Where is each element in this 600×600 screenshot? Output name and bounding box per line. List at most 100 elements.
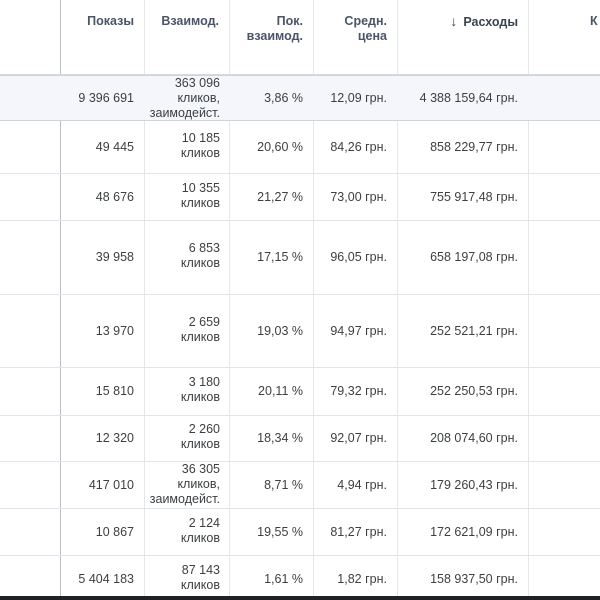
cell-interactions: 2 124 кликов xyxy=(144,516,229,546)
cell-avg_cost: 12,09 грн. xyxy=(330,91,387,105)
cell-avg_cost: 1,82 грн. xyxy=(337,572,387,586)
cell-rate: 19,55 % xyxy=(257,525,303,539)
column-header-next[interactable]: К xyxy=(528,0,600,74)
interactions-line: кликов, xyxy=(177,91,220,105)
interactions-line: кликов xyxy=(180,256,220,270)
interactions-line: 3 180 xyxy=(188,375,220,389)
column-divider xyxy=(397,0,398,600)
cell-cost: 252 250,53 грн. xyxy=(430,384,518,398)
cell-avg_cost: 94,97 грн. xyxy=(330,324,387,338)
interactions-line: кликов xyxy=(180,578,220,592)
interactions-line: 6 853 xyxy=(188,241,220,255)
cell-impressions: 13 970 xyxy=(95,324,134,338)
interactions-line: кликов xyxy=(180,330,220,344)
interactions-line: кликов xyxy=(180,146,220,160)
interactions-line: 2 260 xyxy=(188,422,220,436)
cell-impressions: 9 396 691 xyxy=(78,91,134,105)
cell-impressions: 10 867 xyxy=(95,525,134,539)
column-header-label: Средн. цена xyxy=(344,14,387,43)
column-header-label: Пок. взаимод. xyxy=(246,14,303,43)
screen-bottom-edge xyxy=(0,596,600,600)
column-header-label: Расходы xyxy=(463,15,518,29)
cell-rate: 21,27 % xyxy=(257,190,303,204)
cell-avg_cost: 73,00 грн. xyxy=(330,190,387,204)
cell-cost: 179 260,43 грн. xyxy=(430,478,518,492)
interactions-line: кликов xyxy=(180,196,220,210)
cell-interactions: 3 180 кликов xyxy=(144,375,229,405)
cell-impressions: 49 445 xyxy=(95,140,134,154)
table-row: 417 010 8,71 % 4,94 грн. 179 260,43 грн. 36 … xyxy=(0,462,600,509)
column-header-rate[interactable]: Пок. взаимод. xyxy=(229,0,313,74)
column-divider xyxy=(60,0,61,600)
cell-cost: 4 388 159,64 грн. xyxy=(419,91,518,105)
column-header-label: Показы xyxy=(87,14,134,28)
cell-interactions: 2 659 кликов xyxy=(144,315,229,345)
column-header-avg_cost[interactable]: Средн. цена xyxy=(313,0,397,74)
cell-interactions: 87 143 кликов xyxy=(144,563,229,593)
cell-rate: 1,61 % xyxy=(264,572,303,586)
table-row: 48 676 21,27 % 73,00 грн. 755 917,48 грн. 10… xyxy=(0,174,600,221)
cell-avg_cost: 92,07 грн. xyxy=(330,431,387,445)
cell-rate: 3,86 % xyxy=(264,91,303,105)
cell-rate: 17,15 % xyxy=(257,250,303,264)
interactions-line: кликов xyxy=(180,531,220,545)
arrow-down-icon: ↓ xyxy=(450,13,458,29)
cell-rate: 18,34 % xyxy=(257,431,303,445)
cell-interactions: 363 096 кликов, заимодейст. xyxy=(144,76,229,121)
column-header-cost[interactable]: ↓ Расходы xyxy=(397,0,528,74)
interactions-line: 2 659 xyxy=(188,315,220,329)
table-header: Показы Взаимод. Пок. взаимод. Средн. цена ↓ Р… xyxy=(0,0,600,75)
cell-rate: 20,60 % xyxy=(257,140,303,154)
cell-impressions: 48 676 xyxy=(95,190,134,204)
cell-impressions: 15 810 xyxy=(95,384,134,398)
table-row: 49 445 20,60 % 84,26 грн. 858 229,77 грн. 10… xyxy=(0,121,600,174)
column-divider xyxy=(528,0,529,600)
cell-impressions: 5 404 183 xyxy=(78,572,134,586)
cell-avg_cost: 96,05 грн. xyxy=(330,250,387,264)
interactions-line: 363 096 xyxy=(174,76,220,90)
column-divider xyxy=(313,0,314,600)
cell-avg_cost: 84,26 грн. xyxy=(330,140,387,154)
cell-avg_cost: 4,94 грн. xyxy=(337,478,387,492)
cell-interactions: 36 305 кликов, заимодейст. xyxy=(144,462,229,507)
cell-rate: 8,71 % xyxy=(264,478,303,492)
table-row: 39 958 17,15 % 96,05 грн. 658 197,08 грн. 6 … xyxy=(0,221,600,295)
cell-cost: 208 074,60 грн. xyxy=(430,431,518,445)
cell-cost: 252 521,21 грн. xyxy=(430,324,518,338)
interactions-line: заимодейст. xyxy=(149,492,220,506)
cell-impressions: 39 958 xyxy=(95,250,134,264)
interactions-line: 36 305 xyxy=(181,462,220,476)
table-row: 15 810 20,11 % 79,32 грн. 252 250,53 грн. 3 … xyxy=(0,368,600,416)
cell-cost: 158 937,50 грн. xyxy=(430,572,518,586)
interactions-line: 10 185 xyxy=(181,131,220,145)
interactions-line: кликов xyxy=(180,437,220,451)
interactions-line: 87 143 xyxy=(181,563,220,577)
column-header-impressions[interactable]: Показы xyxy=(60,0,144,74)
interactions-line: кликов xyxy=(180,390,220,404)
interactions-line: 2 124 xyxy=(188,516,220,530)
interactions-line: 10 355 xyxy=(181,181,220,195)
column-divider xyxy=(229,0,230,600)
table-row: 5 404 183 1,61 % 1,82 грн. 158 937,50 грн. 8… xyxy=(0,556,600,600)
column-header-interactions[interactable]: Взаимод. xyxy=(144,0,229,74)
cell-interactions: 6 853 кликов xyxy=(144,241,229,271)
interactions-line: кликов, xyxy=(177,477,220,491)
cell-cost: 858 229,77 грн. xyxy=(430,140,518,154)
cell-interactions: 10 355 кликов xyxy=(144,181,229,211)
cell-impressions: 417 010 xyxy=(88,478,134,492)
cell-cost: 658 197,08 грн. xyxy=(430,250,518,264)
column-header-label: Взаимод. xyxy=(161,14,219,28)
table-row: 13 970 19,03 % 94,97 грн. 252 521,21 грн. 2 … xyxy=(0,295,600,368)
cell-cost: 172 621,09 грн. xyxy=(430,525,518,539)
cell-cost: 755 917,48 грн. xyxy=(430,190,518,204)
column-header-label: К xyxy=(590,14,598,28)
table-row: 10 867 19,55 % 81,27 грн. 172 621,09 грн. 2 … xyxy=(0,509,600,556)
cell-interactions: 10 185 кликов xyxy=(144,131,229,161)
cell-rate: 19,03 % xyxy=(257,324,303,338)
cell-interactions: 2 260 кликов xyxy=(144,422,229,452)
cell-avg_cost: 81,27 грн. xyxy=(330,525,387,539)
table-row: 12 320 18,34 % 92,07 грн. 208 074,60 грн. 2 … xyxy=(0,416,600,462)
column-divider xyxy=(144,0,145,600)
interactions-line: заимодейст. xyxy=(149,106,220,120)
